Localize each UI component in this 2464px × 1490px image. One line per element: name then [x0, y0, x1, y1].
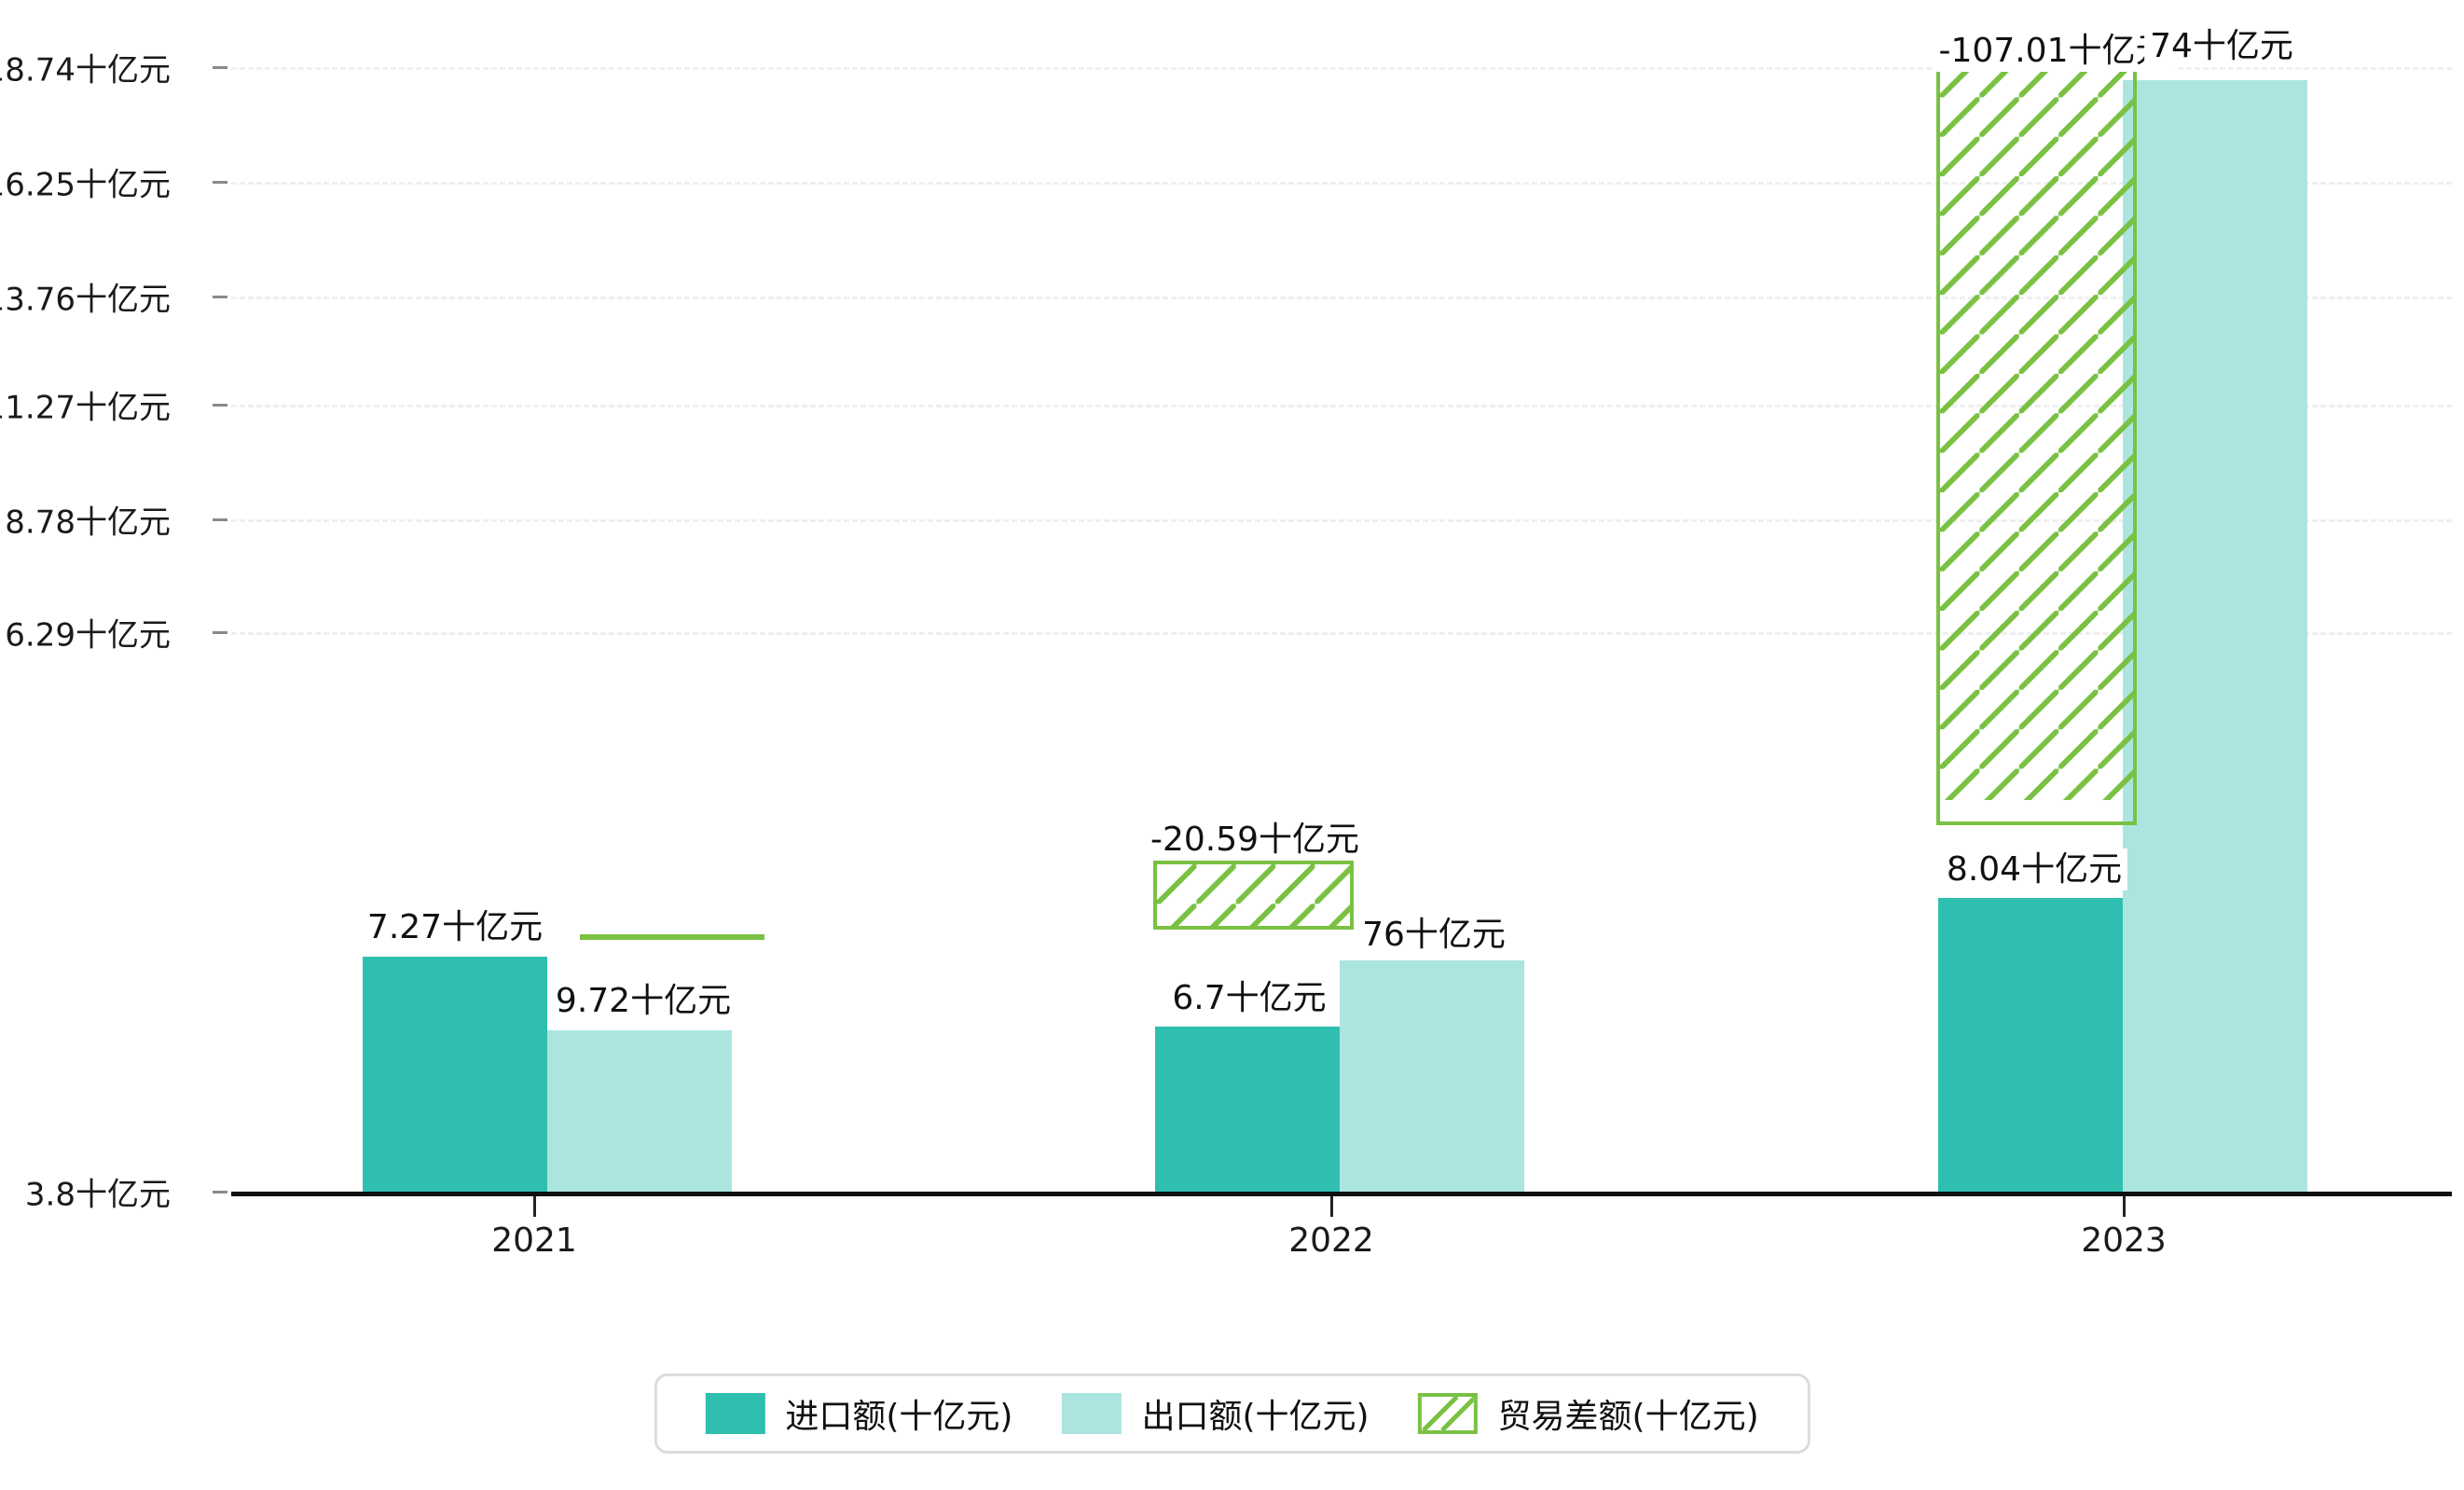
xtick-label-2023: 2023 [2081, 1221, 2167, 1260]
datalabel-balance-2022: -20.59十亿元 [1144, 819, 1366, 862]
xtick-mark-2021 [533, 1196, 536, 1217]
bar-export-2023[interactable] [2123, 80, 2307, 1192]
gridline-11-27 [231, 405, 2452, 407]
datalabel-export-2023: 74十亿元 [2144, 25, 2299, 68]
ytick-label-13-76: 13.76十亿元 [0, 281, 171, 319]
gridline-18-74 [231, 67, 2452, 70]
bar-import-2023[interactable] [1938, 898, 2123, 1192]
gridline-6-29 [231, 632, 2452, 635]
legend-label-import: 进口额(十亿元) [785, 1398, 1013, 1436]
datalabel-import-2021: 7.27十亿元 [361, 906, 549, 949]
bar-export-2021[interactable] [547, 1030, 732, 1192]
x-axis-line [231, 1192, 2452, 1196]
gridline-13-76 [231, 297, 2452, 299]
gridline-16-25 [231, 182, 2452, 185]
ytick-label-6-29: 6.29十亿元 [5, 616, 171, 655]
ytick-mark-13-76 [213, 296, 227, 298]
legend-item-balance[interactable]: 贸易差额(十亿元) [1417, 1389, 1759, 1438]
legend-hatch-icon [1421, 1397, 1474, 1430]
hatch-pattern-2023 [1940, 58, 2133, 801]
legend-swatch-export-icon [1061, 1393, 1122, 1434]
bar-import-2021[interactable] [363, 957, 547, 1192]
xtick-label-2022: 2022 [1288, 1221, 1374, 1260]
bar-import-2022[interactable] [1155, 1027, 1340, 1192]
legend-swatch-balance-icon [1417, 1393, 1478, 1434]
plot-area: 7.27十亿元 9.72十亿元 -20.59十亿元 6.7十亿元 76十亿元 [231, 25, 2452, 1192]
legend-label-balance: 贸易差额(十亿元) [1497, 1398, 1759, 1436]
ytick-label-11-27: 11.27十亿元 [0, 389, 171, 427]
xtick-mark-2023 [2123, 1196, 2126, 1217]
ytick-label-18-74: 18.74十亿元 [0, 51, 171, 90]
chart-legend: 进口额(十亿元) 出口额(十亿元) 贸易差额(十亿元) [654, 1373, 1810, 1454]
ytick-mark-6-29 [213, 631, 227, 634]
ytick-label-8-78: 8.78十亿元 [5, 504, 171, 542]
datalabel-balance-2023: -107.01十亿元 [1933, 30, 2175, 73]
gridline-8-78 [231, 519, 2452, 522]
ytick-label-3-8: 3.8十亿元 [24, 1176, 171, 1214]
ytick-mark-3-8 [213, 1191, 227, 1193]
ytick-mark-16-25 [213, 181, 227, 184]
ytick-label-16-25: 16.25十亿元 [0, 166, 171, 204]
datalabel-export-2021: 9.72十亿元 [549, 980, 737, 1023]
datalabel-export-2022: 76十亿元 [1356, 914, 1511, 957]
bar-export-2022[interactable] [1340, 960, 1524, 1192]
legend-swatch-import-icon [705, 1393, 765, 1434]
bar-balance-2022[interactable] [1153, 861, 1354, 930]
hatch-pattern-2022 [1157, 864, 1350, 926]
xtick-mark-2022 [1330, 1196, 1333, 1217]
datalabel-import-2023: 8.04十亿元 [1940, 848, 2128, 891]
ytick-mark-11-27 [213, 404, 227, 407]
legend-item-export[interactable]: 出口额(十亿元) [1061, 1389, 1370, 1438]
xtick-label-2021: 2021 [491, 1221, 577, 1260]
bar-balance-2021[interactable] [580, 934, 764, 940]
datalabel-import-2022: 6.7十亿元 [1166, 977, 1332, 1020]
bar-balance-2023[interactable] [1936, 54, 2137, 825]
ytick-mark-8-78 [213, 518, 227, 521]
ytick-mark-18-74 [213, 66, 227, 69]
legend-label-export: 出口额(十亿元) [1141, 1398, 1370, 1436]
legend-item-import[interactable]: 进口额(十亿元) [705, 1389, 1012, 1438]
